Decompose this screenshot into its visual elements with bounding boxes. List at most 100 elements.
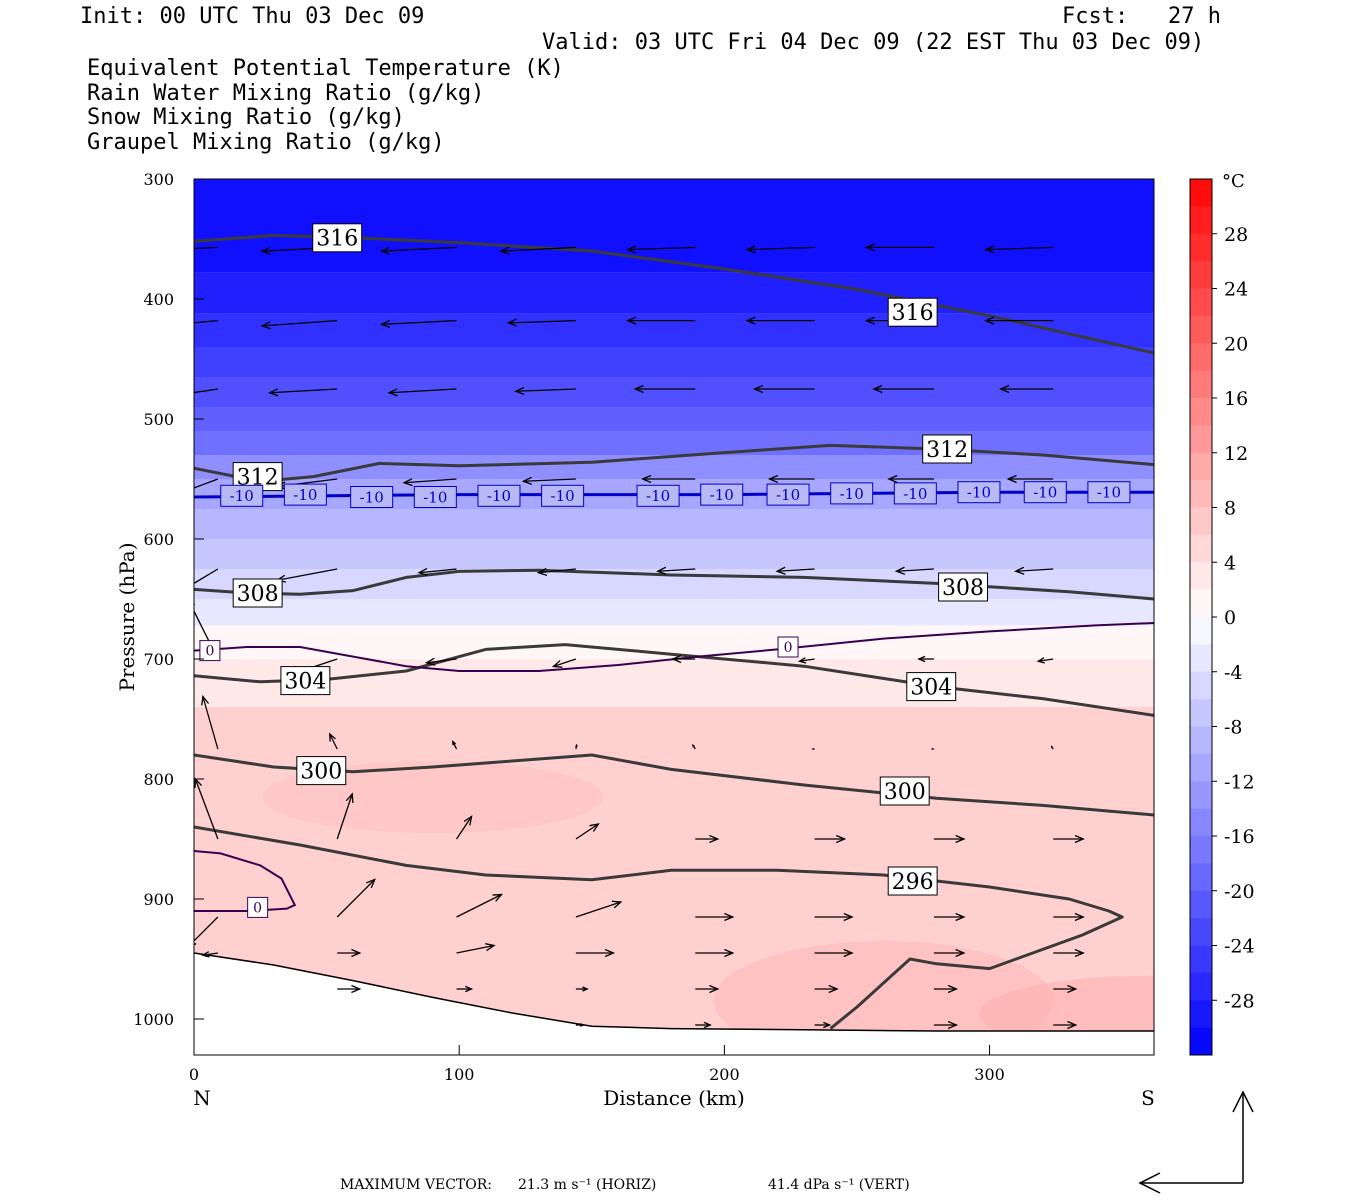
isotherm-label: -10: [1087, 481, 1131, 504]
wind-vector: [1053, 834, 1085, 844]
wind-vector: [194, 388, 218, 394]
colorbar-tick-label: 12: [1224, 443, 1248, 465]
colorbar-segment: [1190, 945, 1212, 974]
wind-vector: [695, 1021, 712, 1029]
svg-text:304: 304: [910, 676, 952, 701]
colorbar-segment: [1190, 179, 1212, 207]
wind-vector: [1053, 984, 1078, 994]
svg-text:-10: -10: [487, 487, 511, 505]
terrain-line: [194, 952, 1154, 1032]
colorbar-segment: [1190, 425, 1212, 454]
temperature-band: [194, 659, 1154, 707]
colorbar-tick-label: -16: [1224, 826, 1255, 848]
isotherm-label: 0: [199, 640, 221, 662]
temperature-band: [194, 377, 1154, 407]
wind-vector: [521, 476, 576, 486]
temperature-band: [194, 313, 1154, 347]
colorbar: 28 24 20 16 12 8 4 0 -4 -8 -12 -16 -20 -24 -28 °C: [1189, 171, 1255, 1056]
wind-vector: [499, 246, 576, 255]
colorbar-tick-label: -28: [1224, 990, 1255, 1012]
wind-vector: [930, 748, 934, 750]
y-tick-label: 400: [143, 290, 174, 309]
temperature-band: [194, 599, 1154, 626]
wind-vector: [536, 567, 576, 577]
wind-vector: [452, 740, 458, 750]
wind-vector: [456, 985, 474, 993]
wind-vector: [575, 823, 600, 840]
wind-vector: [336, 792, 354, 840]
wind-vector: [194, 246, 218, 250]
colorbar-segment: [1190, 644, 1212, 673]
svg-text:308: 308: [942, 576, 984, 601]
colorbar-segment: [1190, 836, 1212, 864]
y-tick-label: 1000: [133, 1010, 174, 1029]
colorbar-tick-label: 20: [1224, 333, 1248, 355]
wind-vector: [864, 243, 934, 252]
isotherm-0: [194, 850, 297, 912]
svg-text:316: 316: [316, 227, 358, 252]
colorbar-tick-label: 0: [1224, 607, 1236, 629]
svg-text:-10: -10: [230, 487, 254, 505]
plot-frame: [193, 178, 1155, 1056]
colorbar-tick-label: -20: [1224, 881, 1255, 903]
wind-vector: [695, 834, 720, 844]
wind-vector: [797, 657, 815, 664]
wind-vector: [933, 1020, 959, 1030]
svg-text:304: 304: [284, 670, 326, 695]
isotherm-label: 0: [777, 636, 799, 658]
colorbar-segment: [1190, 781, 1212, 810]
wind-vector: [417, 567, 457, 577]
wind-vector: [194, 568, 219, 585]
wind-vector: [337, 984, 362, 994]
wind-vector: [767, 474, 815, 484]
y-tick-label: 900: [143, 890, 174, 909]
isotherm-label: -10: [893, 482, 937, 505]
max-vector-label: MAXIMUM VECTOR:: [340, 1177, 492, 1193]
temperature-band: [194, 347, 1154, 377]
wind-vector: [933, 834, 966, 844]
colorbar-segment: [1190, 972, 1212, 1001]
svg-text:-10: -10: [840, 485, 864, 503]
temperature-band: [194, 569, 1154, 599]
theta-e-label: 300: [879, 776, 930, 806]
y-axis-label: Pressure (hPa): [115, 543, 139, 692]
temperature-band: [194, 509, 1154, 539]
wind-vector: [1053, 912, 1085, 922]
theta-e-label: 308: [232, 578, 283, 608]
theta-e-label: 316: [312, 223, 363, 253]
y-tick-label: 300: [143, 170, 174, 189]
legend-rain-water: Rain Water Mixing Ratio (g/kg): [87, 81, 485, 106]
warm-pocket: [262, 761, 603, 833]
svg-text:-10: -10: [776, 486, 800, 504]
wind-vector: [379, 246, 457, 255]
colorbar-tick-label: 28: [1224, 224, 1248, 246]
wind-vector: [575, 948, 616, 958]
colorbar-segment: [1190, 589, 1212, 618]
wind-vector: [260, 319, 338, 330]
isotherm-label: -10: [957, 481, 1001, 504]
wind-vector: [894, 566, 934, 575]
theta-e-label: 300: [296, 756, 347, 786]
wind-vector: [692, 743, 696, 750]
max-vector-vert: 41.4 dPa s⁻¹ (VERT): [768, 1177, 910, 1193]
wind-vector: [984, 316, 1054, 325]
colorbar-segment: [1190, 343, 1212, 372]
wind-vector: [745, 316, 815, 325]
wind-vector: [695, 984, 720, 994]
svg-text:0: 0: [205, 644, 214, 660]
colorbar-segment: [1190, 753, 1212, 782]
wind-vector: [752, 384, 815, 394]
x-tick-label: 300: [974, 1065, 1005, 1084]
legend-snow: Snow Mixing Ratio (g/kg): [87, 105, 405, 130]
svg-text:300: 300: [300, 760, 342, 785]
axes: 300 400 500 600 700 800 900 1000 0 100 200 300 Dista…: [115, 170, 1155, 1110]
wind-vector: [514, 386, 576, 396]
isotherm-label: -10: [350, 486, 394, 508]
isotherm-0: [194, 622, 1154, 672]
colorbar-segment: [1190, 699, 1212, 727]
wind-vector: [575, 743, 578, 750]
y-tick-label: 700: [143, 650, 174, 669]
wind-vector: [456, 815, 473, 840]
isotherm-label: -10: [541, 484, 585, 507]
x-tick-label: 0: [189, 1065, 199, 1084]
